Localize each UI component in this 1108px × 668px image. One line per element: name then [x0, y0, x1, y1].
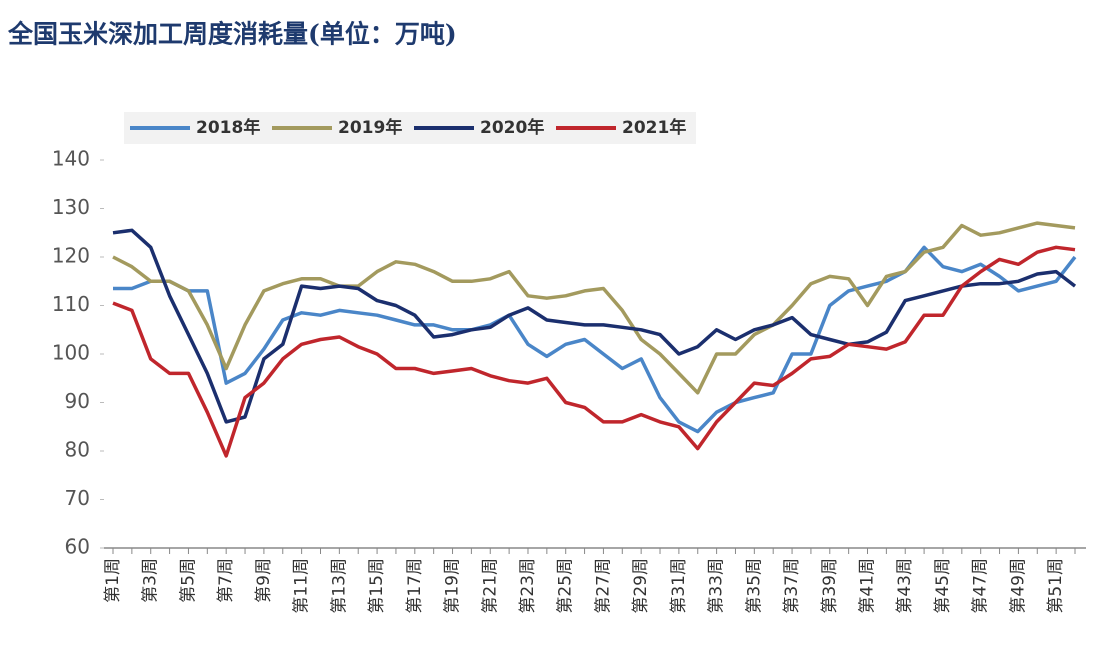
x-tick-label: 第1周	[103, 558, 123, 603]
x-tick-label: 第21周	[480, 558, 500, 614]
x-tick-label: 第5周	[178, 558, 198, 603]
series-line	[112, 245, 1076, 458]
x-tick-label: 第47周	[971, 558, 991, 614]
x-tick-label: 第29周	[631, 558, 651, 614]
legend-label: 2018年	[196, 117, 260, 138]
y-tick-label: 110	[52, 292, 90, 316]
x-tick-label: 第3周	[141, 558, 161, 603]
x-tick-label: 第13周	[329, 558, 349, 614]
y-tick-label: 90	[65, 389, 90, 413]
x-tick-label: 第19周	[443, 558, 463, 614]
x-tick-label: 第25周	[556, 558, 576, 614]
x-tick-label: 第49周	[1008, 558, 1028, 614]
x-tick-label: 第41周	[858, 558, 878, 614]
series-line	[112, 221, 1076, 395]
x-tick-label: 第37周	[782, 558, 802, 614]
y-tick-label: 100	[52, 341, 90, 365]
y-tick-label: 80	[65, 438, 90, 462]
x-tick-label: 第33周	[707, 558, 727, 614]
x-tick-label: 第15周	[367, 558, 387, 614]
y-tick-label: 120	[52, 244, 90, 268]
y-tick-label: 140	[52, 147, 90, 171]
legend-label: 2020年	[480, 117, 544, 138]
chart-title: 全国玉米深加工周度消耗量(单位：万吨)	[7, 20, 457, 49]
y-tick-label: 70	[65, 486, 90, 510]
x-tick-label: 第11周	[292, 558, 312, 614]
x-tick-label: 第45周	[933, 558, 953, 614]
x-tick-label: 第51周	[1046, 558, 1066, 614]
legend-label: 2021年	[622, 117, 686, 138]
x-tick-label: 第43周	[895, 558, 915, 614]
x-tick-label: 第35周	[744, 558, 764, 614]
x-tick-label: 第17周	[405, 558, 425, 614]
y-tick-label: 60	[65, 535, 90, 559]
x-tick-label: 第39周	[820, 558, 840, 614]
series-line	[113, 245, 1077, 434]
y-tick-label: 130	[52, 195, 90, 219]
x-tick-label: 第23周	[518, 558, 538, 614]
x-tick-label: 第31周	[669, 558, 689, 614]
x-tick-label: 第27周	[593, 558, 613, 614]
legend-label: 2019年	[338, 117, 402, 138]
x-tick-label: 第7周	[216, 558, 236, 603]
x-tick-label: 第9周	[254, 558, 274, 603]
series-line	[112, 228, 1077, 424]
